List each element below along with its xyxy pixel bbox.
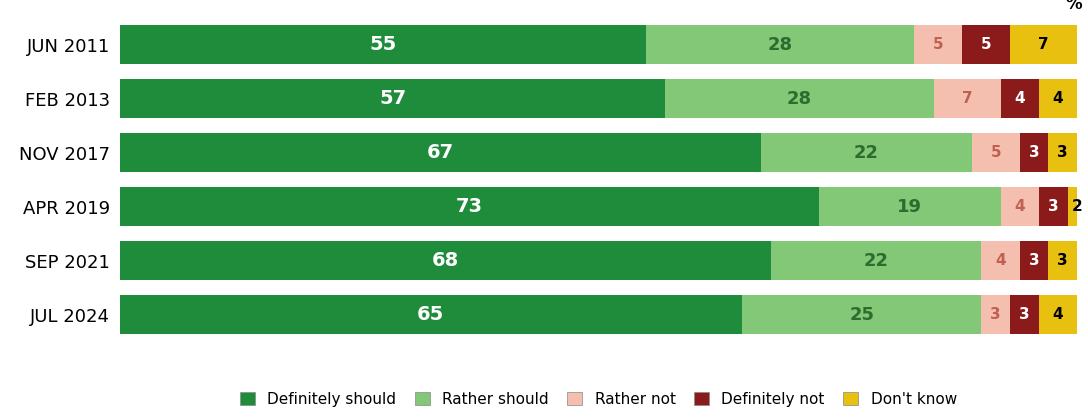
Bar [934, 79, 1001, 118]
Bar [742, 295, 981, 334]
Text: 22: 22 [854, 144, 879, 162]
Bar [1067, 187, 1087, 226]
Text: 55: 55 [369, 35, 397, 54]
Bar [1010, 295, 1039, 334]
Bar [1019, 241, 1049, 280]
Text: 5: 5 [934, 37, 943, 52]
Text: 4: 4 [996, 253, 1005, 268]
Text: 19: 19 [898, 198, 922, 216]
Bar [1010, 25, 1077, 64]
Text: 73: 73 [456, 197, 483, 216]
Text: 3: 3 [990, 307, 1001, 322]
Text: 4: 4 [1014, 199, 1025, 214]
Bar [762, 133, 972, 172]
Bar [962, 25, 1010, 64]
Bar [770, 241, 981, 280]
Bar [120, 25, 646, 64]
Bar [818, 187, 1001, 226]
Text: 25: 25 [850, 306, 874, 324]
Text: 3: 3 [1058, 253, 1068, 268]
Bar [981, 241, 1019, 280]
Text: 28: 28 [768, 36, 793, 54]
Bar [981, 295, 1010, 334]
Text: 3: 3 [1029, 253, 1039, 268]
Legend: Definitely should, Rather should, Rather not, Definitely not, Don't know: Definitely should, Rather should, Rather… [239, 392, 957, 407]
Bar [1001, 79, 1039, 118]
Text: 57: 57 [379, 89, 406, 108]
Text: 5: 5 [990, 145, 1001, 160]
Text: 28: 28 [787, 90, 812, 108]
Text: 5: 5 [981, 37, 991, 52]
Text: 7: 7 [1038, 37, 1049, 52]
Bar [1039, 295, 1077, 334]
Text: 3: 3 [1029, 145, 1039, 160]
Text: 4: 4 [1014, 91, 1025, 106]
Bar [120, 79, 666, 118]
Bar [1001, 187, 1039, 226]
Text: 7: 7 [962, 91, 973, 106]
Bar [972, 133, 1019, 172]
Text: 4: 4 [1053, 91, 1063, 106]
Bar [1019, 133, 1049, 172]
Bar [914, 25, 962, 64]
Bar [1039, 187, 1067, 226]
Text: 2: 2 [1072, 199, 1083, 214]
Text: 3: 3 [1048, 199, 1059, 214]
Text: 4: 4 [1053, 307, 1063, 322]
Bar [120, 241, 770, 280]
Bar [1039, 79, 1077, 118]
Text: 3: 3 [1019, 307, 1029, 322]
Text: 65: 65 [417, 305, 445, 324]
Text: 68: 68 [432, 251, 459, 270]
Bar [120, 295, 742, 334]
Bar [120, 133, 762, 172]
Bar [646, 25, 914, 64]
Bar [1049, 133, 1077, 172]
Text: 22: 22 [864, 252, 889, 270]
Text: %: % [1065, 0, 1081, 13]
Bar [666, 79, 934, 118]
Text: 3: 3 [1058, 145, 1068, 160]
Text: 67: 67 [426, 143, 454, 162]
Bar [120, 187, 818, 226]
Bar [1049, 241, 1077, 280]
